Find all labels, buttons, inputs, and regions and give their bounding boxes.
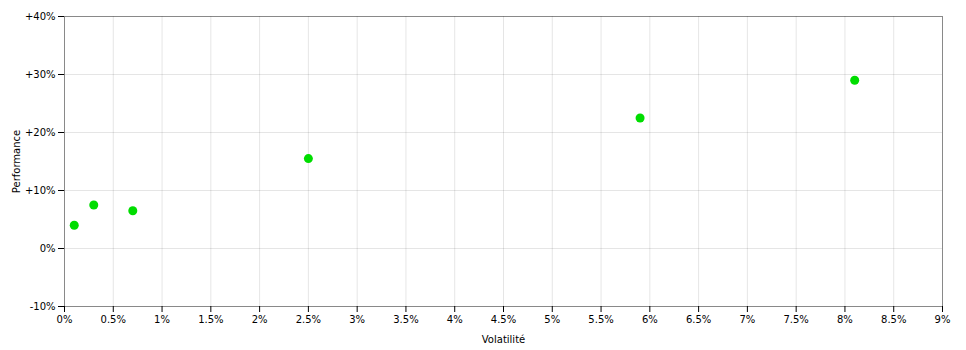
svg-text:+40%: +40% [25, 11, 56, 22]
svg-text:Volatilité: Volatilité [482, 334, 525, 345]
svg-text:+20%: +20% [25, 127, 56, 138]
svg-text:-10%: -10% [30, 301, 56, 312]
svg-text:7.5%: 7.5% [783, 314, 808, 325]
svg-text:6.5%: 6.5% [686, 314, 711, 325]
svg-text:4.5%: 4.5% [491, 314, 516, 325]
svg-text:2.5%: 2.5% [296, 314, 321, 325]
svg-text:8%: 8% [837, 314, 853, 325]
svg-text:7%: 7% [739, 314, 755, 325]
svg-text:+10%: +10% [25, 185, 56, 196]
svg-text:5%: 5% [544, 314, 560, 325]
svg-text:+30%: +30% [25, 69, 56, 80]
svg-text:1.5%: 1.5% [198, 314, 223, 325]
svg-text:0.5%: 0.5% [101, 314, 126, 325]
svg-text:8.5%: 8.5% [881, 314, 906, 325]
svg-text:3%: 3% [349, 314, 365, 325]
svg-text:2%: 2% [252, 314, 268, 325]
svg-text:6%: 6% [642, 314, 658, 325]
svg-text:3.5%: 3.5% [393, 314, 418, 325]
svg-text:Performance: Performance [11, 130, 22, 193]
svg-text:0%: 0% [40, 243, 56, 254]
svg-text:1%: 1% [154, 314, 170, 325]
svg-text:5.5%: 5.5% [588, 314, 613, 325]
svg-text:4%: 4% [447, 314, 463, 325]
svg-text:9%: 9% [935, 314, 951, 325]
svg-text:0%: 0% [57, 314, 73, 325]
